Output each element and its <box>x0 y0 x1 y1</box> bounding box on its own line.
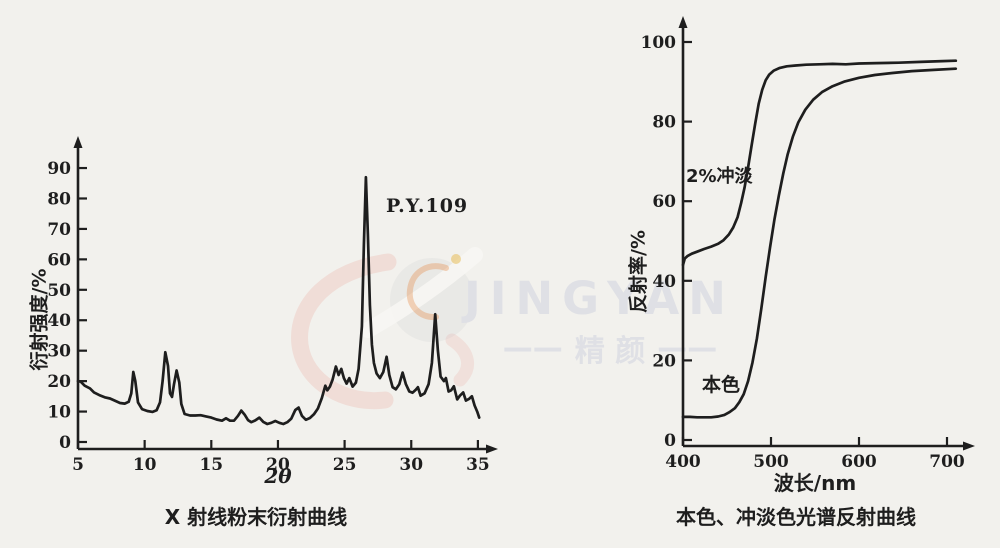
left-y-tick-label: 70 <box>47 220 71 240</box>
left-y-axis-arrow <box>73 136 83 148</box>
left-x-tick-label: 15 <box>199 455 223 475</box>
left-x-tick-label: 30 <box>399 455 423 475</box>
right-x-axis-arrow <box>963 441 975 451</box>
watermark-dash-left: —— <box>502 330 563 366</box>
left-chart-x-axis-label: 2θ <box>264 464 292 488</box>
right-y-axis-arrow <box>678 16 688 28</box>
right-y-tick-label: 0 <box>664 431 676 451</box>
right-x-tick-label: 400 <box>665 452 701 472</box>
left-chart-y-axis-label: 衍射强度/% <box>28 268 51 371</box>
series-label-masstone: 本色 <box>702 374 741 396</box>
right-y-tick-label: 60 <box>652 192 676 212</box>
left-y-tick-label: 90 <box>47 159 71 179</box>
watermark-dash-right: —— <box>657 330 718 366</box>
watermark-cjk-row: —— 精 颜 —— <box>460 326 760 370</box>
right-x-tick-label: 700 <box>929 452 965 472</box>
series-label-dilute-2pct: 2%冲淡 <box>686 166 753 187</box>
watermark-cjk-text: 精 颜 <box>574 334 646 369</box>
right-chart-x-axis-label: 波长/nm <box>773 471 857 495</box>
left-x-axis-arrow <box>486 444 498 454</box>
right-y-tick-label: 80 <box>652 113 676 133</box>
right-chart-caption: 本色、冲淡色光谱反射曲线 <box>676 505 916 529</box>
left-chart-caption: X 射线粉末衍射曲线 <box>164 505 348 529</box>
pigment-code-annotation: P.Y.109 <box>386 195 469 217</box>
right-y-tick-label: 100 <box>641 33 677 53</box>
left-x-tick-label: 25 <box>333 455 357 475</box>
left-y-tick-label: 80 <box>47 189 71 209</box>
left-x-tick-label: 5 <box>72 455 84 475</box>
left-x-tick-label: 35 <box>466 455 490 475</box>
left-y-tick-label: 0 <box>59 433 71 453</box>
left-x-tick-label: 10 <box>133 455 157 475</box>
left-y-tick-label: 10 <box>47 403 71 423</box>
right-chart-y-axis-label: 反射率/% <box>627 230 650 313</box>
